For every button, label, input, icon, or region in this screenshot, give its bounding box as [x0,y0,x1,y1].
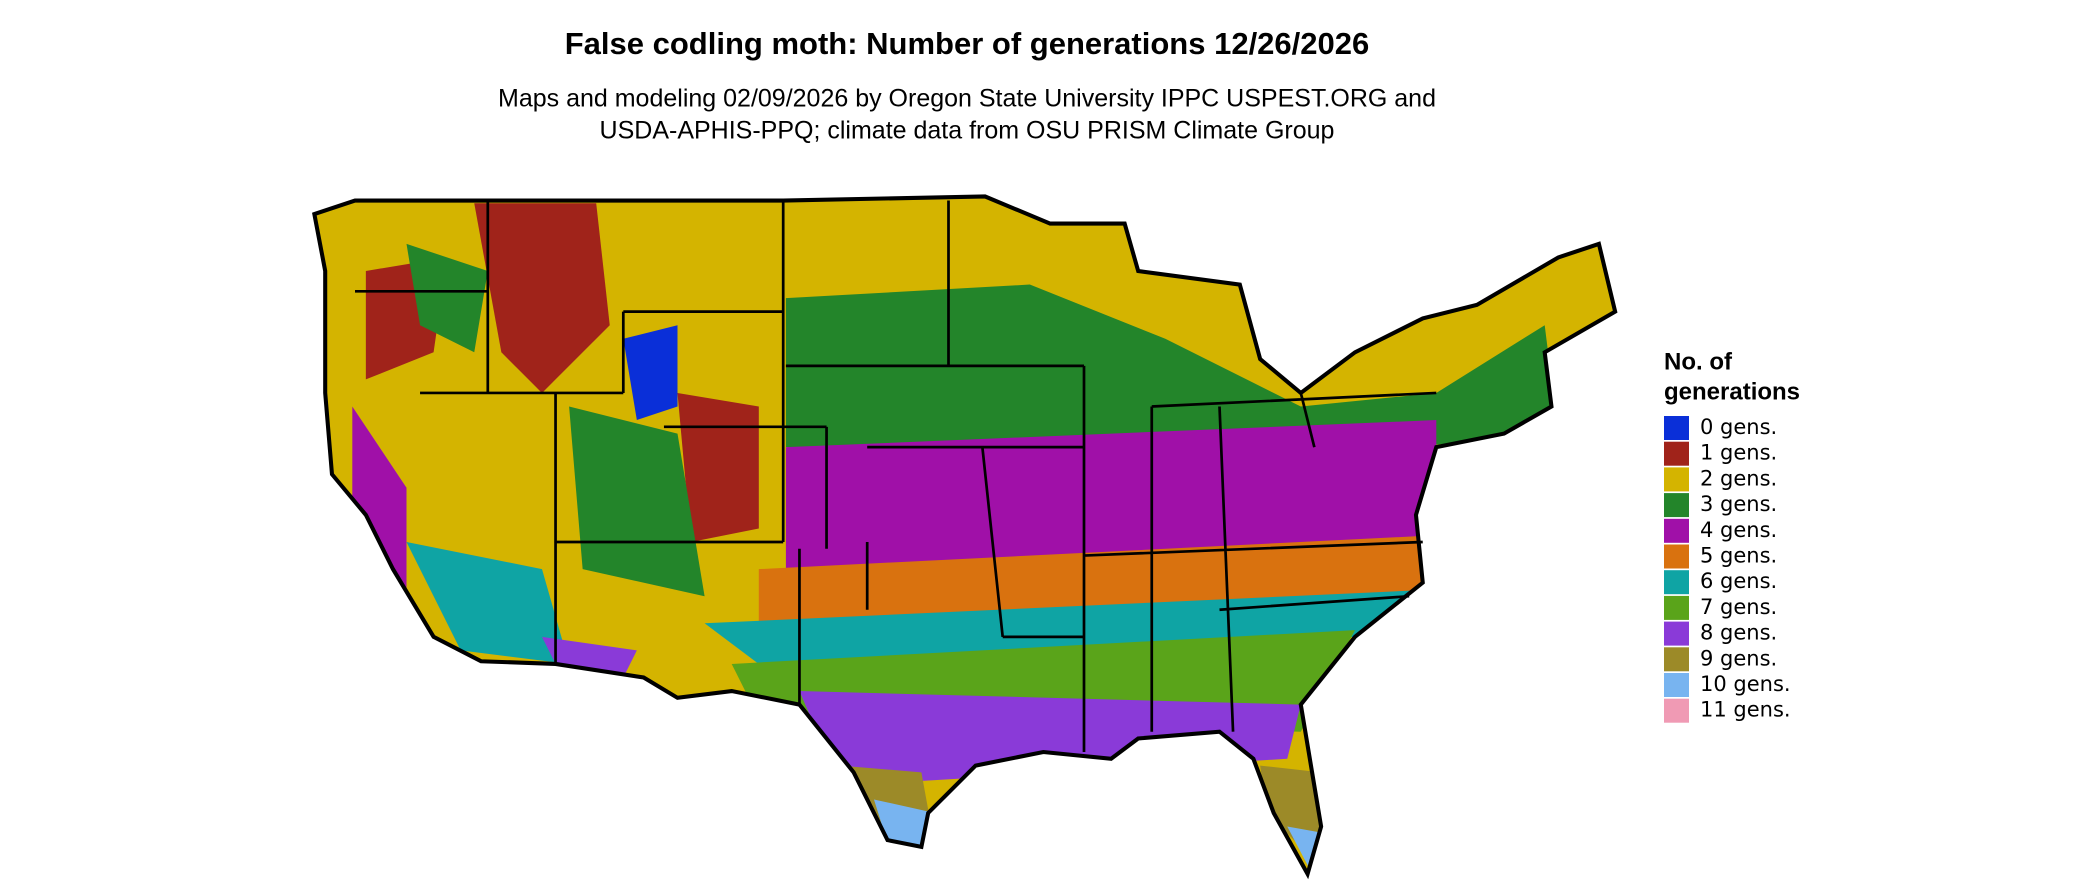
legend: 0 gens.1 gens.2 gens.3 gens.4 gens.5 gen… [1664,415,1791,723]
legend-swatch [1664,467,1689,492]
legend-label: 3 gens. [1700,492,1777,516]
legend-label: 8 gens. [1700,621,1777,645]
legend-label: 0 gens. [1700,415,1777,439]
legend-label: 7 gens. [1700,595,1777,619]
legend-swatch [1664,673,1689,697]
legend-swatch [1664,493,1689,518]
map-subtitle: USDA-APHIS-PPQ; climate data from OSU PR… [600,117,1335,145]
legend-title: generations [1664,378,1800,405]
legend-swatch [1664,595,1689,620]
legend-label: 5 gens. [1700,544,1777,568]
legend-label: 6 gens. [1700,569,1777,593]
legend-swatch [1664,621,1689,646]
legend-swatch [1664,647,1689,672]
legend-label: 11 gens. [1700,698,1791,722]
legend-label: 9 gens. [1700,646,1777,670]
legend-swatch [1664,544,1689,569]
legend-swatch [1664,698,1689,723]
legend-label: 1 gens. [1700,441,1777,465]
map-title: False codling moth: Number of generation… [565,26,1370,61]
legend-swatch [1664,570,1689,595]
map [298,176,1639,892]
legend-label: 4 gens. [1700,518,1777,542]
legend-label: 10 gens. [1700,672,1791,696]
legend-swatch [1664,441,1689,466]
map-subtitle: Maps and modeling 02/09/2026 by Oregon S… [498,85,1436,113]
legend-label: 2 gens. [1700,466,1777,490]
legend-swatch [1664,416,1689,440]
legend-swatch [1664,518,1689,543]
legend-title: No. of [1664,348,1733,375]
